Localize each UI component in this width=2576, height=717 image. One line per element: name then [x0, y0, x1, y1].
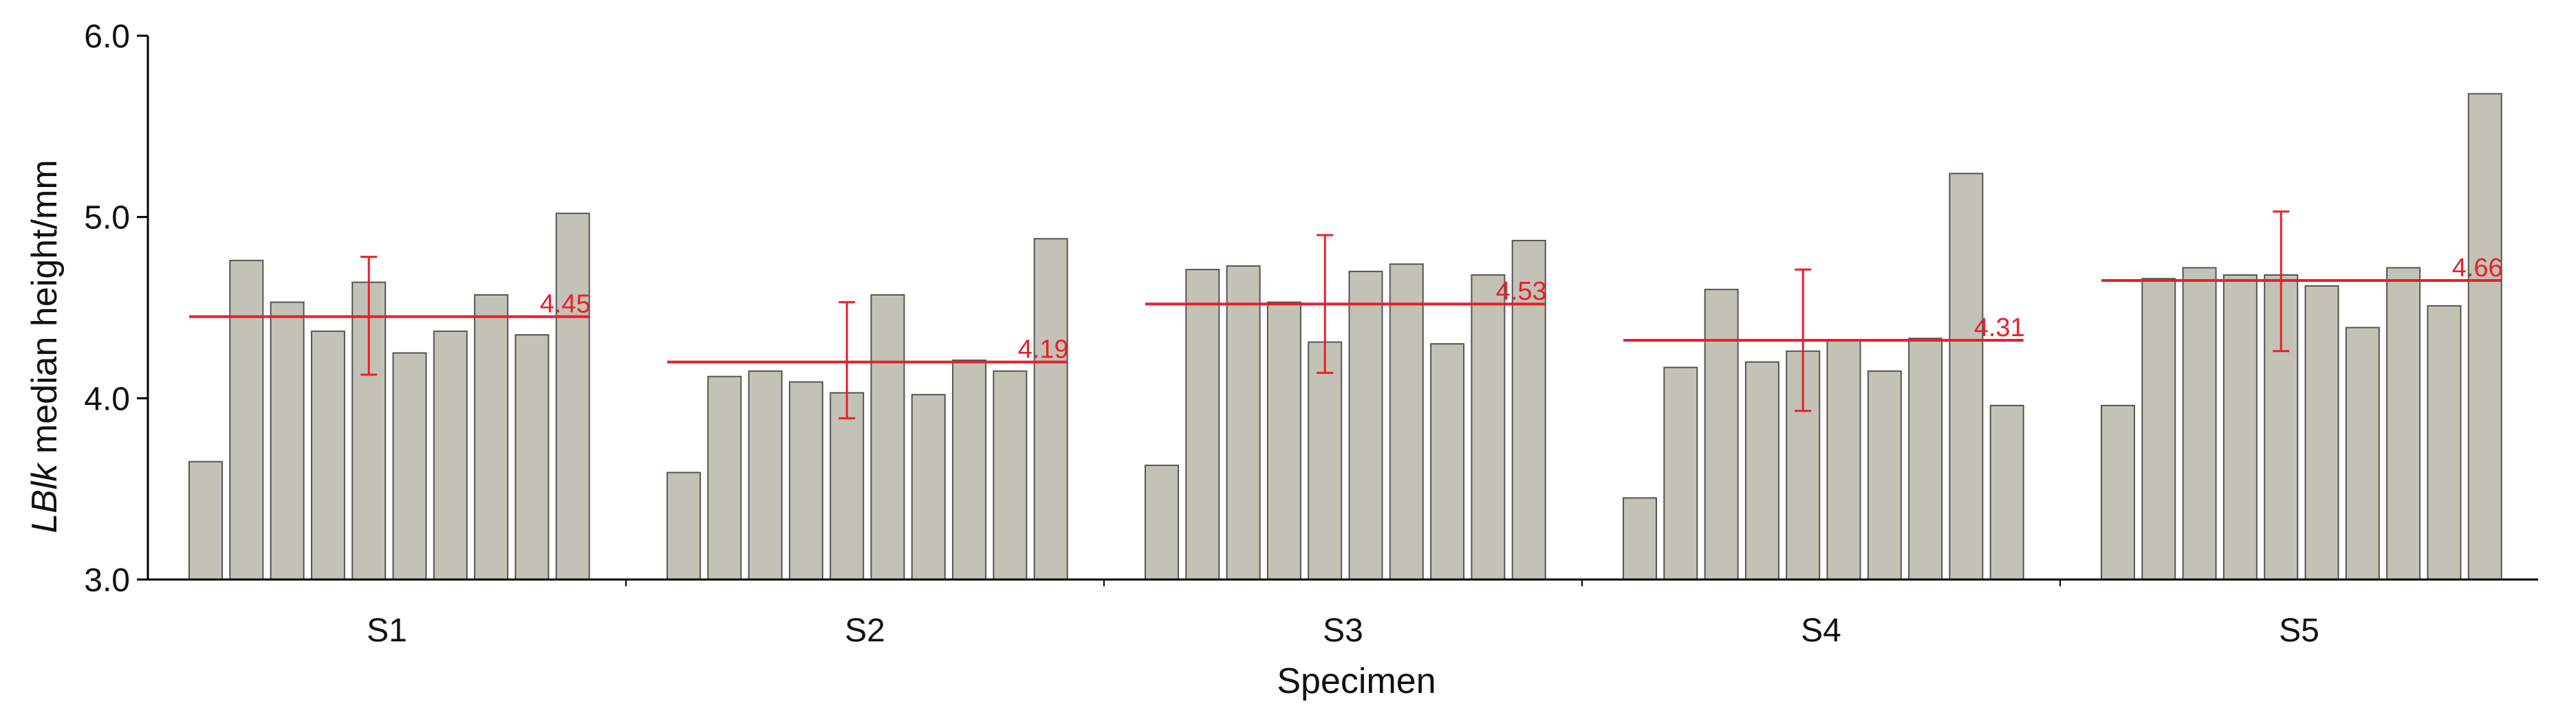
bar-s2-8 [952, 360, 987, 580]
mean-label-s4: 4.31 [1974, 313, 2025, 342]
bar-s5-7 [2345, 327, 2380, 580]
bar-s5-3 [2182, 267, 2217, 580]
bar-s2-6 [870, 294, 905, 580]
bar-s3-7 [1389, 263, 1424, 580]
x-tick-label-s2: S2 [845, 613, 885, 649]
x-tick-label-s1: S1 [367, 613, 407, 649]
bar-s2-2 [707, 375, 742, 580]
bar-s2-9 [993, 370, 1028, 580]
bar-s4-7 [1867, 370, 1902, 580]
bar-s3-3 [1226, 265, 1261, 580]
bar-s4-2 [1663, 366, 1698, 580]
bar-s4-9 [1949, 173, 1984, 580]
bar-s5-5 [2264, 274, 2299, 580]
y-tick-label-3.0: 3.0 [84, 562, 130, 599]
bar-s3-5 [1308, 341, 1343, 580]
bar-s4-10 [1989, 404, 2024, 581]
bar-s4-1 [1623, 497, 1657, 580]
mean-label-s3: 4.53 [1496, 277, 1547, 306]
bar-s5-9 [2427, 305, 2462, 580]
bar-s2-7 [911, 394, 946, 580]
y-axis-title: LBlk median height/mm [25, 159, 65, 533]
x-axis-title: Specimen [1277, 661, 1436, 701]
bar-s4-3 [1704, 289, 1739, 580]
y-tick-label-6.0: 6.0 [84, 19, 130, 55]
bar-s5-6 [2304, 285, 2339, 580]
mean-label-s5: 4.66 [2452, 254, 2503, 283]
bar-s1-3 [270, 301, 305, 580]
bar-s1-8 [474, 294, 509, 580]
bar-s3-2 [1185, 269, 1220, 580]
bar-s2-10 [1033, 238, 1068, 580]
bar-s3-4 [1266, 301, 1301, 580]
x-tick-label-s4: S4 [1801, 613, 1841, 649]
bar-s5-8 [2386, 267, 2421, 580]
bar-s3-1 [1145, 464, 1179, 581]
mean-label-s1: 4.45 [540, 290, 591, 319]
bar-s3-9 [1471, 274, 1506, 580]
y-tick-label-5.0: 5.0 [84, 200, 130, 236]
bar-s2-1 [667, 472, 701, 581]
mean-lines-layer: 4.45 4.19 4.53 4.31 4.66 [189, 210, 2503, 419]
bar-s5-1 [2101, 404, 2135, 581]
y-axis-title-variable: LBlk [25, 462, 65, 533]
bar-s2-5 [830, 392, 865, 581]
bar-s5-10 [2467, 93, 2502, 580]
bar-s2-4 [788, 381, 823, 580]
mean-label-s2: 4.19 [1018, 335, 1069, 364]
bar-s1-9 [515, 334, 550, 580]
x-tick-label-s3: S3 [1323, 613, 1363, 649]
bar-s4-6 [1826, 340, 1861, 580]
bar-s1-6 [392, 352, 427, 581]
bar-s3-8 [1430, 343, 1465, 580]
y-axis-title-rest: median height/mm [25, 159, 65, 463]
bar-s3-6 [1348, 270, 1383, 580]
bar-s3-10 [1511, 239, 1546, 580]
bar-s1-1 [188, 461, 223, 580]
x-tick-label-s5: S5 [2279, 613, 2319, 649]
bar-s1-7 [433, 330, 468, 580]
bar-s5-2 [2141, 278, 2176, 580]
bar-s1-10 [555, 212, 590, 580]
bar-s1-2 [229, 259, 264, 580]
axes-layer: S1 S2 S3 S4 S5 3.0 4.0 5.0 6.0 [84, 19, 2538, 649]
y-tick-label-4.0: 4.0 [84, 381, 130, 417]
bar-s4-4 [1744, 361, 1779, 580]
bar-s5-4 [2222, 274, 2258, 580]
bar-s1-4 [310, 330, 345, 580]
bar-s2-3 [748, 370, 783, 580]
bars-layer [188, 93, 2502, 581]
bar-s4-8 [1908, 338, 1943, 580]
